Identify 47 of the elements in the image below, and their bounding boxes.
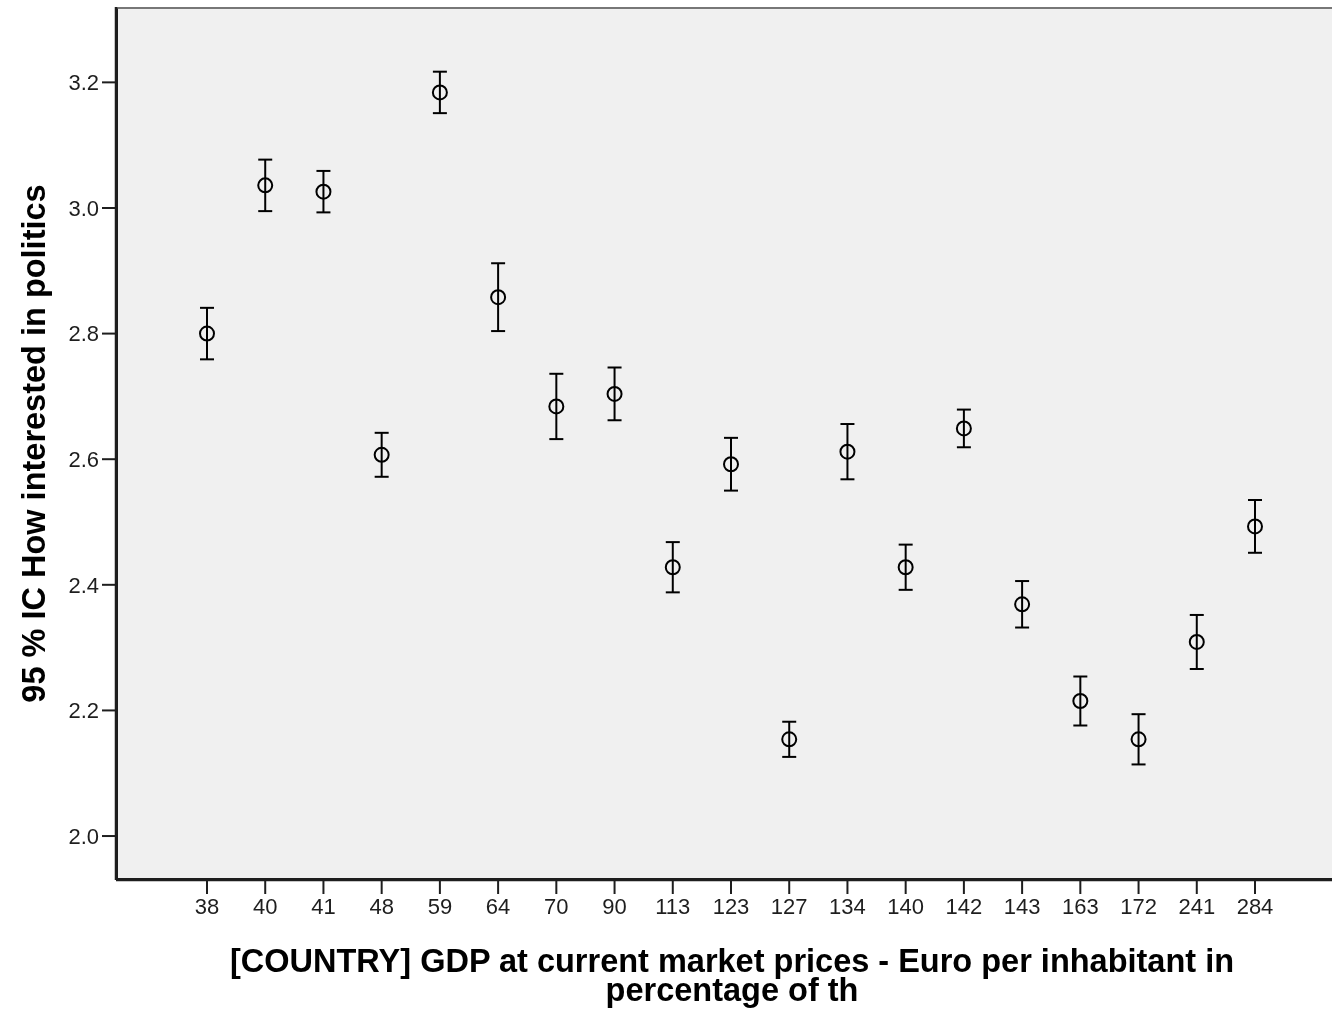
point <box>897 559 914 576</box>
y-tick-label: 2.8 <box>68 321 99 347</box>
y-axis-title: 95 % IC How interested in politics <box>16 184 52 703</box>
x-tick-label: 123 <box>712 893 750 919</box>
point <box>839 443 856 460</box>
x-axis-title: [COUNTRY] GDP at current market prices - Euro per inhabitant in percentage of th <box>229 943 1235 1008</box>
x-tick-label: 40 <box>252 893 278 919</box>
y-tick-label: 2.0 <box>68 823 99 849</box>
point <box>199 325 215 342</box>
point <box>1188 633 1205 650</box>
y-tick-label: 3.2 <box>68 70 99 96</box>
y-tick-label: 2.6 <box>68 447 99 473</box>
point <box>548 398 565 415</box>
x-tick-label: 140 <box>887 893 925 919</box>
point <box>1247 518 1263 535</box>
x-tick-label: 90 <box>602 893 627 919</box>
point <box>373 446 390 463</box>
x-tick-label: 163 <box>1061 893 1099 919</box>
x-tick-label: 70 <box>544 893 569 919</box>
x-tick-label: 284 <box>1236 893 1274 919</box>
point <box>257 177 274 194</box>
point <box>315 183 332 200</box>
x-tick-label: 59 <box>427 893 453 919</box>
y-tick-label: 2.4 <box>68 572 99 598</box>
point <box>781 731 798 748</box>
x-tick-label: 134 <box>829 893 866 919</box>
x-tick-label: 41 <box>311 893 336 919</box>
x-tick-label: 113 <box>655 893 691 919</box>
point <box>1072 693 1089 709</box>
point <box>1014 596 1031 613</box>
x-tick-label: 127 <box>770 893 808 919</box>
y-tick-label: 2.2 <box>68 698 99 724</box>
point <box>664 559 681 576</box>
x-tick-label: 172 <box>1120 893 1157 919</box>
x-tick-label: 142 <box>945 893 983 919</box>
point <box>606 385 623 402</box>
point <box>1130 731 1147 748</box>
x-tick-label: 48 <box>369 893 394 919</box>
x-tick-label: 38 <box>194 893 220 919</box>
point <box>490 289 507 306</box>
point <box>431 84 448 101</box>
x-tick-label: 64 <box>485 893 511 919</box>
point <box>955 420 972 437</box>
point <box>723 456 739 473</box>
y-tick-label: 3.0 <box>68 195 99 221</box>
x-tick-label: 241 <box>1178 893 1216 919</box>
x-tick-label: 143 <box>1003 893 1041 919</box>
